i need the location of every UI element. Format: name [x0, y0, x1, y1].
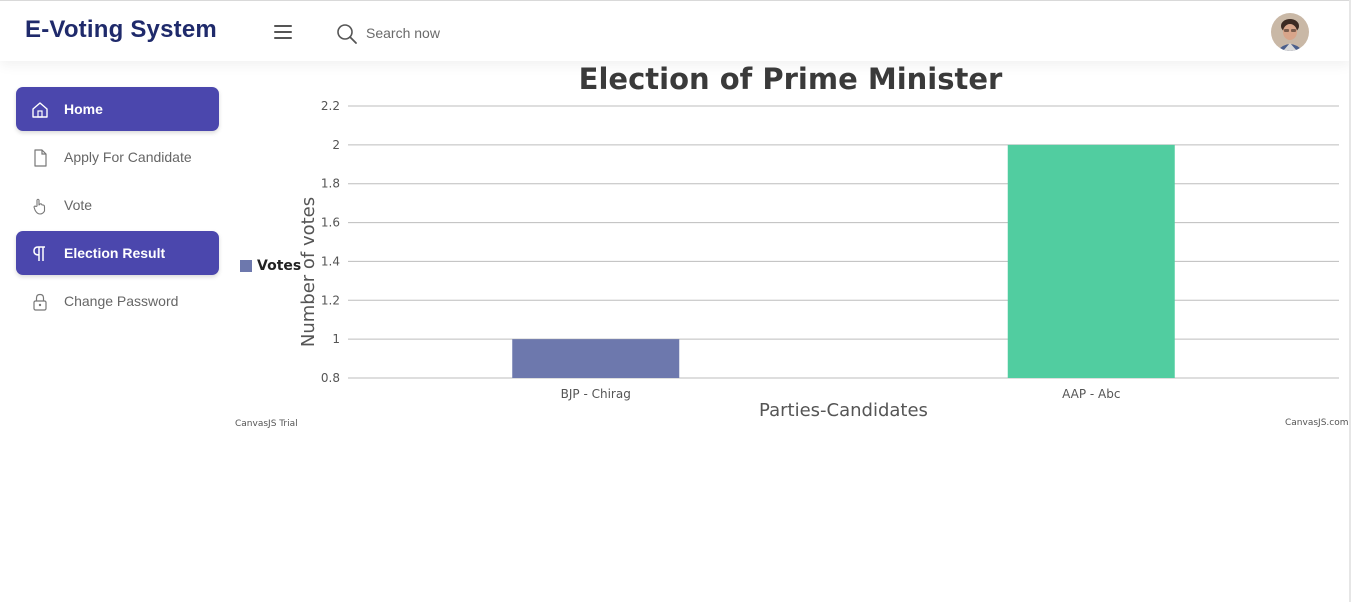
sidebar-item-election-result[interactable]: Election Result [16, 231, 219, 275]
paragraph-icon [33, 246, 45, 261]
avatar[interactable] [1271, 13, 1309, 51]
home-icon [32, 102, 48, 118]
search-icon[interactable] [336, 23, 358, 45]
y-tick-label: 1.2 [321, 293, 340, 307]
document-icon [34, 149, 47, 167]
y-tick-label: 2 [332, 138, 340, 152]
brand-title[interactable]: E-Voting System [25, 16, 217, 43]
top-navbar: E-Voting System [0, 0, 1351, 61]
legend-label: Votes [257, 258, 302, 274]
y-tick-label: 1.6 [321, 216, 340, 230]
y-tick-label: 2.2 [321, 99, 340, 113]
sidebar-item-apply-for-candidate[interactable]: Apply For Candidate [16, 135, 219, 179]
sidebar-item-vote[interactable]: Vote [16, 183, 219, 227]
hand-pointer-icon [33, 198, 46, 215]
sidebar-item-home[interactable]: Home [16, 87, 219, 131]
x-axis-title: Parties-Candidates [759, 400, 928, 421]
y-tick-label: 1.4 [321, 254, 340, 268]
sidebar-item-label: Vote [64, 197, 93, 213]
y-tick-label: 1.8 [321, 177, 340, 191]
chart-legend[interactable]: Votes [240, 258, 301, 274]
chart-title: Election of Prime Minister [578, 62, 1003, 96]
sidebar-item-label: Home [64, 101, 103, 117]
y-tick-label: 0.8 [321, 371, 340, 385]
y-axis-title: Number of votes [298, 197, 319, 347]
election-result-chart: Election of Prime Minister Votes 0.8 1 1.2… [230, 61, 1351, 441]
y-tick-label: 1 [332, 332, 340, 346]
watermark-left[interactable]: CanvasJS Trial [235, 419, 298, 429]
legend-swatch [240, 260, 252, 272]
sidebar-item-change-password[interactable]: Change Password [16, 279, 219, 323]
scrollbar[interactable] [1349, 0, 1351, 602]
x-tick-label: BJP - Chirag [561, 387, 631, 401]
search-input[interactable] [366, 21, 626, 45]
chart-plot: 0.8 1 1.2 1.4 1.6 1.8 2 2.2 BJP - Chirag AAP - Ab… [298, 99, 1339, 421]
x-tick-label: AAP - Abc [1062, 387, 1120, 401]
sidebar-item-label: Change Password [64, 293, 179, 309]
sidebar-item-label: Apply For Candidate [64, 149, 192, 165]
menu-toggle-icon[interactable] [274, 25, 292, 39]
bar [1007, 144, 1175, 378]
sidebar: Home Apply For Candidate Vote Election R… [16, 87, 219, 327]
watermark-right[interactable]: CanvasJS.com [1285, 418, 1349, 428]
lock-icon [33, 293, 47, 311]
sidebar-item-label: Election Result [64, 245, 166, 261]
bar [512, 339, 680, 378]
